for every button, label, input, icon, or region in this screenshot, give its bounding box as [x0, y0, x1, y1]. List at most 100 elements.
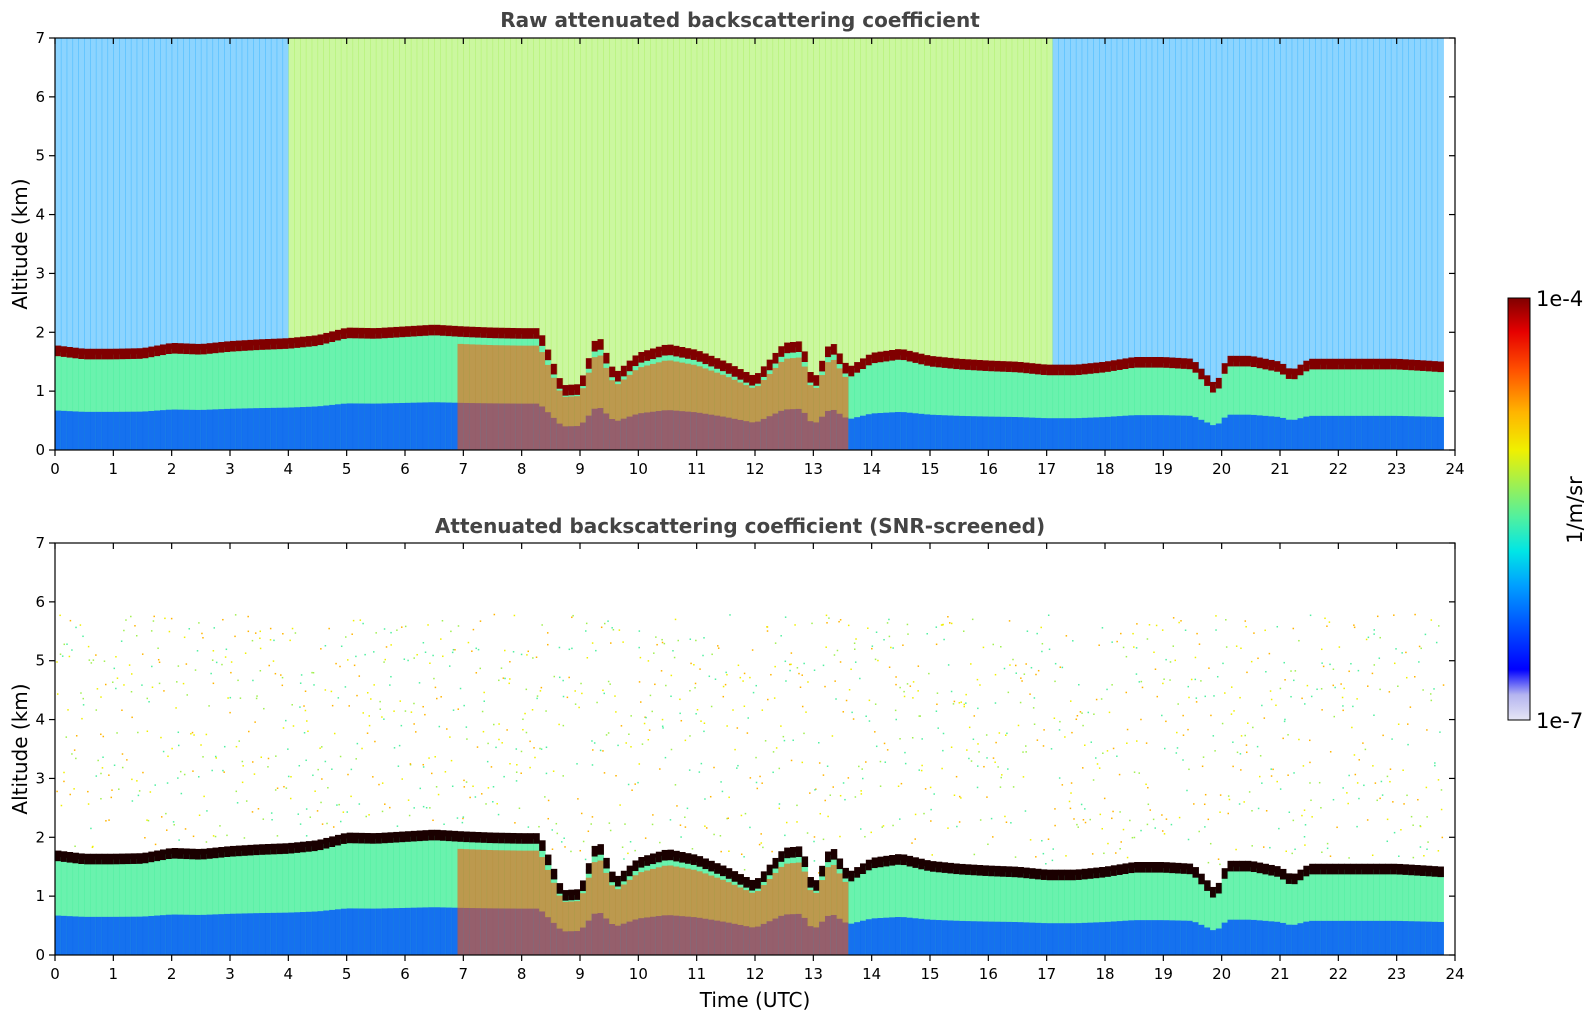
- signal-speck: [1146, 638, 1149, 640]
- layer-top-band: [165, 848, 173, 860]
- aerosol-layer: [1075, 370, 1083, 450]
- signal-speck: [1253, 632, 1255, 634]
- signal-speck: [305, 835, 308, 837]
- signal-speck: [992, 836, 994, 838]
- layer-top-band: [230, 340, 237, 352]
- noise-region: [1355, 38, 1363, 360]
- convective-plume: [755, 386, 762, 450]
- signal-speck: [1022, 776, 1025, 778]
- near-surface-layer: [988, 921, 995, 955]
- signal-speck: [158, 661, 161, 664]
- signal-speck: [1188, 768, 1190, 771]
- signal-speck: [247, 615, 249, 618]
- signal-speck: [1009, 664, 1011, 666]
- signal-speck: [260, 756, 263, 758]
- layer-top-band: [860, 863, 867, 874]
- noise-region: [965, 38, 972, 361]
- signal-speck: [1257, 657, 1259, 660]
- near-surface-layer: [1396, 920, 1404, 955]
- x-tick-label: 15: [920, 965, 939, 983]
- signal-speck: [56, 661, 58, 663]
- near-surface-layer: [877, 918, 884, 955]
- near-surface-layer: [1431, 416, 1439, 450]
- signal-speck: [1014, 664, 1017, 667]
- convective-plume: [556, 895, 564, 955]
- signal-speck: [611, 627, 613, 629]
- layer-top-band: [970, 359, 978, 371]
- aerosol-layer: [1017, 872, 1024, 955]
- aerosol-layer: [381, 838, 389, 955]
- x-tick-label: 5: [342, 460, 352, 478]
- signal-speck: [457, 708, 460, 710]
- signal-speck: [65, 736, 68, 738]
- signal-speck: [1279, 687, 1282, 690]
- signal-speck: [1041, 650, 1043, 653]
- noise-region: [883, 38, 890, 353]
- signal-speck: [1042, 852, 1045, 855]
- layer-top-band: [515, 833, 523, 844]
- aerosol-layer: [935, 867, 943, 955]
- layer-top-band: [725, 363, 733, 374]
- signal-speck: [783, 739, 786, 742]
- aerosol-layer: [247, 345, 254, 450]
- signal-speck: [1320, 807, 1322, 809]
- aerosol-layer: [906, 356, 914, 450]
- layer-top-band: [1140, 862, 1147, 873]
- layer-top-band: [1402, 359, 1409, 370]
- aerosol-layer: [416, 836, 424, 955]
- signal-speck: [879, 785, 882, 787]
- near-surface-layer: [1262, 920, 1269, 955]
- signal-speck: [552, 770, 555, 772]
- near-surface-layer: [1180, 920, 1188, 955]
- signal-speck: [847, 624, 850, 627]
- signal-speck: [612, 628, 615, 631]
- signal-speck: [686, 807, 689, 810]
- noise-region: [480, 38, 488, 329]
- near-surface-layer: [445, 402, 453, 450]
- signal-speck: [903, 690, 905, 693]
- signal-speck: [942, 749, 944, 752]
- x-tick-label: 12: [745, 460, 764, 478]
- aerosol-layer: [848, 371, 855, 450]
- signal-speck: [894, 709, 897, 712]
- signal-speck: [1187, 685, 1190, 688]
- layer-top-band: [1291, 368, 1299, 380]
- signal-speck: [134, 625, 136, 627]
- layer-top-band: [580, 375, 587, 387]
- signal-speck: [615, 774, 617, 777]
- signal-speck: [1025, 745, 1027, 747]
- near-surface-layer: [1408, 921, 1415, 955]
- signal-speck: [720, 781, 722, 783]
- signal-speck: [319, 747, 321, 749]
- signal-speck: [370, 698, 372, 700]
- aerosol-layer: [165, 349, 173, 450]
- signal-speck: [978, 751, 980, 753]
- layer-top-band: [865, 354, 873, 366]
- signal-speck: [699, 668, 701, 670]
- near-surface-layer: [1344, 415, 1351, 450]
- noise-region: [906, 38, 914, 353]
- signal-speck: [212, 835, 215, 837]
- signal-speck: [222, 769, 224, 772]
- signal-speck: [1251, 810, 1253, 812]
- aerosol-layer: [860, 869, 867, 955]
- signal-speck: [1089, 818, 1091, 821]
- layer-top-band: [784, 847, 791, 859]
- layer-top-band: [1414, 865, 1421, 876]
- noise-region: [399, 38, 406, 328]
- layer-top-band: [836, 353, 844, 365]
- layer-top-band: [253, 339, 260, 351]
- signal-speck: [407, 659, 409, 662]
- signal-speck: [137, 794, 140, 797]
- layer-top-band: [241, 340, 249, 351]
- signal-speck: [462, 816, 465, 818]
- x-tick-label: 11: [687, 965, 706, 983]
- signal-speck: [160, 736, 162, 739]
- signal-speck: [307, 730, 309, 733]
- aerosol-layer: [1116, 870, 1124, 955]
- near-surface-layer: [142, 411, 149, 450]
- aerosol-layer: [900, 355, 908, 450]
- layer-top-band: [1315, 863, 1322, 875]
- signal-speck: [1219, 863, 1221, 866]
- signal-speck: [895, 676, 897, 678]
